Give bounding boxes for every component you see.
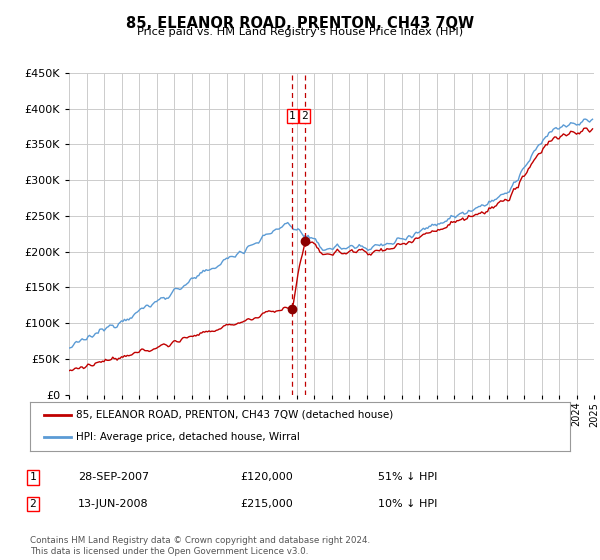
Text: 1: 1 <box>29 472 37 482</box>
Text: Price paid vs. HM Land Registry's House Price Index (HPI): Price paid vs. HM Land Registry's House … <box>137 27 463 37</box>
Text: 1: 1 <box>289 111 296 122</box>
Text: 2: 2 <box>29 499 37 509</box>
Text: 85, ELEANOR ROAD, PRENTON, CH43 7QW (detached house): 85, ELEANOR ROAD, PRENTON, CH43 7QW (det… <box>76 410 393 420</box>
Text: 2: 2 <box>301 111 308 122</box>
Text: 51% ↓ HPI: 51% ↓ HPI <box>378 472 437 482</box>
Text: £120,000: £120,000 <box>240 472 293 482</box>
Text: 13-JUN-2008: 13-JUN-2008 <box>78 499 149 509</box>
Text: 85, ELEANOR ROAD, PRENTON, CH43 7QW: 85, ELEANOR ROAD, PRENTON, CH43 7QW <box>126 16 474 31</box>
Text: £215,000: £215,000 <box>240 499 293 509</box>
Text: 28-SEP-2007: 28-SEP-2007 <box>78 472 149 482</box>
Text: HPI: Average price, detached house, Wirral: HPI: Average price, detached house, Wirr… <box>76 432 300 442</box>
Text: Contains HM Land Registry data © Crown copyright and database right 2024.
This d: Contains HM Land Registry data © Crown c… <box>30 536 370 556</box>
Text: 10% ↓ HPI: 10% ↓ HPI <box>378 499 437 509</box>
